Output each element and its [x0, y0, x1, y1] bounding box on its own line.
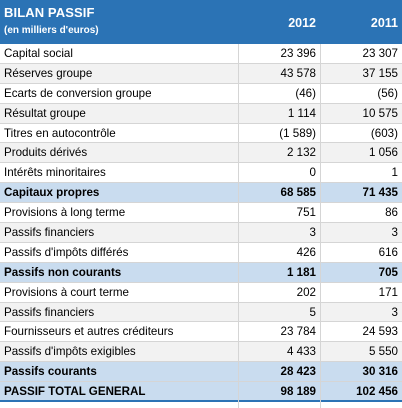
table-row: Provisions à long terme 751 86	[0, 203, 402, 224]
value-2011: 616	[378, 245, 398, 259]
table-row: Passifs d'impôts exigibles 4 433 5 550	[0, 342, 402, 363]
value-2012: 426	[296, 245, 316, 259]
row-label: Titres en autocontrôle	[4, 126, 116, 140]
table-body: Capital social 23 396 23 307 Réserves gr…	[0, 44, 402, 403]
row-label: Passifs d'impôts différés	[4, 245, 129, 259]
subtotal-row: Capitaux propres 68 585 71 435	[0, 183, 402, 204]
table-header: BILAN PASSIF (en milliers d'euros) 2012 …	[0, 0, 402, 44]
table-row: Provisions à court terme 202 171	[0, 283, 402, 303]
table-row: Réserves groupe 43 578 37 155	[0, 63, 402, 84]
subtotal-row: Passifs non courants 1 181 705	[0, 262, 402, 283]
value-2012: 0	[309, 166, 316, 180]
value-2012: 4 433	[286, 345, 316, 359]
row-label: Passifs financiers	[4, 226, 95, 240]
table-row: Fournisseurs et autres créditeurs 23 784…	[0, 322, 402, 343]
value-2011: 705	[378, 265, 398, 279]
row-label: Passifs d'impôts exigibles	[4, 345, 136, 359]
value-2012: 202	[296, 285, 316, 299]
row-label: Passifs financiers	[4, 305, 95, 319]
table-row: Passifs d'impôts différés 426 616	[0, 243, 402, 263]
value-2012: 28 423	[280, 365, 316, 379]
value-2012: 3	[309, 226, 316, 240]
value-2011: 102 456	[356, 385, 398, 399]
row-label: Provisions à court terme	[4, 285, 130, 299]
value-2012: 751	[296, 206, 316, 220]
table-row: Résultat groupe 1 114 10 575	[0, 103, 402, 124]
table-row: Ecarts de conversion groupe (46) (56)	[0, 84, 402, 104]
column-header-2012: 2012	[288, 16, 316, 30]
value-2011: 171	[378, 285, 398, 299]
value-2011: 3	[391, 305, 398, 319]
value-2012: 23 396	[280, 47, 316, 60]
row-label: Capitaux propres	[4, 186, 100, 200]
column-divider	[238, 44, 239, 408]
value-2011: 3	[391, 226, 398, 240]
table-row: Capital social 23 396 23 307	[0, 44, 402, 64]
value-2012: 43 578	[280, 66, 316, 80]
grand-total-row: PASSIF TOTAL GENERAL 98 189 102 456	[0, 382, 402, 403]
value-2012: 98 189	[280, 385, 316, 399]
row-label: Fournisseurs et autres créditeurs	[4, 325, 174, 339]
value-2012: 1 114	[287, 106, 316, 120]
row-label: Passifs courants	[4, 365, 97, 379]
value-2011: 5 550	[368, 345, 398, 359]
table-row: Passifs financiers 5 3	[0, 302, 402, 323]
table-row: Intérêts minoritaires 0 1	[0, 163, 402, 184]
row-label: Provisions à long terme	[4, 206, 126, 220]
value-2011: 24 593	[362, 325, 398, 339]
row-label: Passifs non courants	[4, 265, 122, 279]
value-2012: (46)	[295, 86, 316, 100]
value-2011: 30 316	[362, 365, 398, 379]
value-2012: 5	[309, 305, 316, 319]
subtotal-row: Passifs courants 28 423 30 316	[0, 362, 402, 383]
value-2012: (1 589)	[279, 126, 316, 140]
table-row: Produits dérivés 2 132 1 056	[0, 143, 402, 164]
value-2011: 37 155	[362, 66, 398, 80]
column-header-2011: 2011	[370, 16, 398, 30]
value-2011: 71 435	[362, 186, 398, 200]
table-title: BILAN PASSIF	[4, 5, 95, 20]
value-2011: 23 307	[362, 47, 398, 60]
row-label: Ecarts de conversion groupe	[4, 86, 152, 100]
column-divider	[320, 44, 321, 408]
value-2012: 2 132	[286, 146, 316, 160]
row-label: PASSIF TOTAL GENERAL	[4, 385, 146, 399]
value-2012: 68 585	[280, 186, 316, 200]
value-2011: 10 575	[362, 106, 398, 120]
value-2011: 1 056	[368, 146, 398, 160]
table-row: Passifs financiers 3 3	[0, 223, 402, 243]
table-subtitle: (en milliers d'euros)	[4, 25, 99, 36]
value-2012: 23 784	[280, 325, 316, 339]
value-2011: 1	[391, 166, 398, 180]
value-2011: (56)	[377, 86, 398, 100]
row-label: Résultat groupe	[4, 106, 86, 120]
row-label: Capital social	[4, 47, 73, 60]
value-2011: 86	[385, 206, 398, 220]
row-label: Produits dérivés	[4, 146, 88, 160]
table-row: Titres en autocontrôle (1 589) (603)	[0, 124, 402, 144]
row-label: Réserves groupe	[4, 66, 93, 80]
value-2012: 1 181	[286, 265, 316, 279]
row-label: Intérêts minoritaires	[4, 166, 106, 180]
value-2011: (603)	[370, 126, 398, 140]
